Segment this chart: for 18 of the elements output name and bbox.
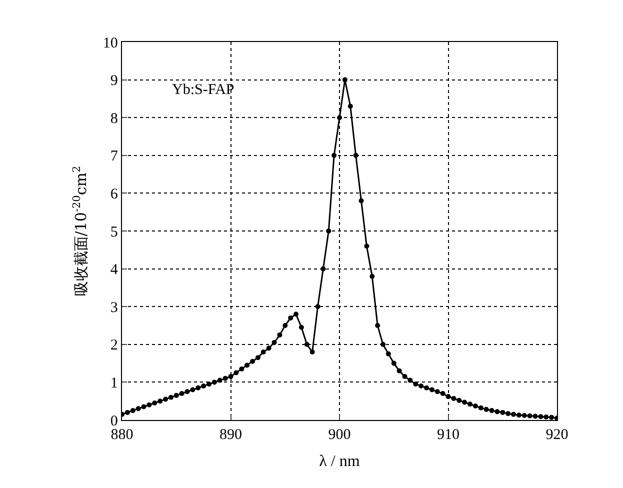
y-tick-label: 5 (110, 224, 118, 240)
x-tick-label: 890 (220, 427, 242, 444)
y-tick-label: 4 (110, 262, 118, 278)
y-tick-label: 2 (110, 338, 118, 354)
y-tick-label: 6 (110, 186, 118, 202)
y-tick-label: 9 (110, 73, 118, 90)
y-tick-label: 10 (102, 35, 118, 52)
x-tick-label: 880 (110, 427, 134, 444)
y-tick-label: 0 (110, 413, 118, 430)
x-tick-label: 900 (328, 427, 351, 444)
y-tick-label: 3 (110, 300, 118, 316)
x-axis-title: λ / nm (319, 452, 360, 470)
y-tick-label: 7 (110, 148, 118, 165)
y-tick-label: 1 (110, 375, 118, 392)
annotation: Yb:S-FAP (172, 82, 234, 98)
x-tick-label: 920 (546, 427, 568, 444)
x-tick-label: 910 (437, 427, 460, 444)
y-tick-label: 8 (110, 110, 118, 127)
